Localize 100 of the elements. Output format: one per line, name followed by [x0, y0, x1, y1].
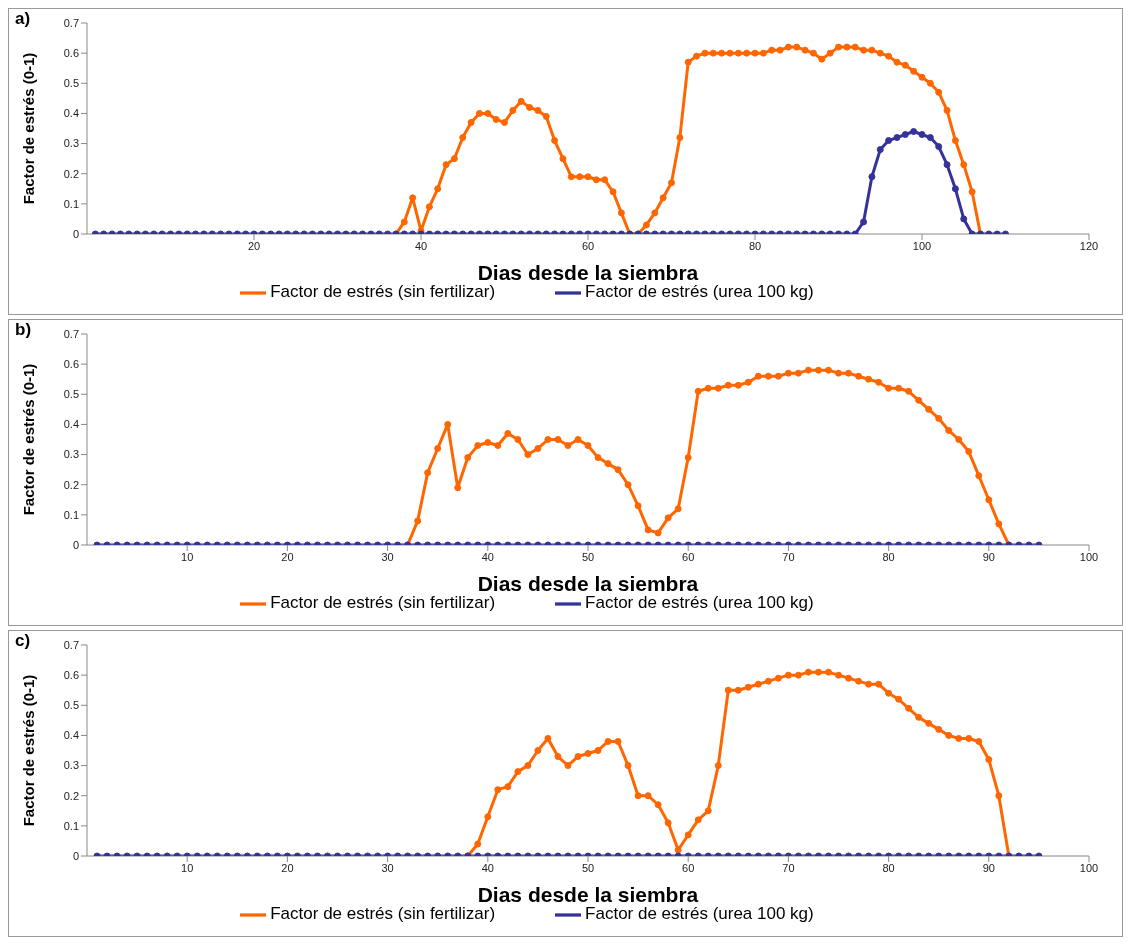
y-tick-label: 0.2	[63, 167, 79, 180]
point	[945, 731, 953, 739]
x-tick-label: 120	[1079, 239, 1099, 252]
point	[514, 768, 522, 776]
y-tick-label: 0.6	[63, 47, 79, 60]
y-tick-label: 0.7	[63, 638, 79, 651]
chart-title: a)	[15, 9, 31, 29]
point	[835, 671, 842, 679]
point	[674, 846, 682, 854]
y-tick-label: 0.5	[63, 388, 79, 401]
legend-label: Factor de estrés (sin fertilizar)	[270, 282, 496, 302]
x-axis-title: Dias desde la siembra	[477, 572, 699, 595]
point	[905, 704, 913, 712]
point	[624, 762, 632, 770]
y-tick-label: 0.5	[63, 77, 79, 90]
x-tick-label: 80	[882, 550, 895, 563]
point	[915, 713, 923, 721]
legend-label: Factor de estrés (urea 100 kg)	[585, 282, 814, 302]
x-tick-label: 60	[581, 239, 595, 252]
y-axis-title: Factor de estrés (0-1)	[20, 52, 38, 205]
point	[494, 786, 502, 794]
point	[734, 686, 742, 694]
point	[965, 734, 973, 742]
point	[574, 753, 582, 761]
point	[604, 737, 612, 745]
x-tick-label: 20	[281, 861, 294, 874]
x-axis-title: Dias desde la siembra	[477, 261, 699, 284]
y-tick-label: 0.2	[63, 478, 79, 491]
point	[614, 737, 622, 745]
point	[664, 819, 672, 827]
legend-label: Factor de estrés (sin fertilizar)	[270, 904, 496, 924]
y-tick-label: 0.1	[63, 819, 79, 832]
point	[704, 807, 712, 815]
point	[584, 750, 592, 758]
point	[814, 668, 822, 676]
point	[865, 680, 873, 688]
x-tick-label: 10	[181, 550, 194, 563]
y-tick-label: 0	[72, 227, 79, 240]
point	[855, 677, 863, 685]
point	[474, 840, 482, 848]
x-tick-label: 100	[1079, 861, 1099, 874]
y-tick-label: 0.5	[63, 699, 79, 712]
point	[554, 753, 562, 761]
x-tick-label: 80	[748, 239, 762, 252]
point	[564, 762, 572, 770]
point	[784, 671, 792, 679]
y-tick-label: 0	[72, 849, 79, 862]
point	[684, 831, 692, 839]
y-tick-label: 0.1	[63, 508, 79, 521]
y-tick-label: 0.4	[63, 418, 79, 431]
point	[845, 674, 853, 682]
y-tick-label: 0.7	[63, 16, 79, 29]
x-tick-label: 70	[782, 550, 795, 563]
x-tick-label: 30	[381, 861, 394, 874]
x-axis-title: Dias desde la siembra	[477, 883, 699, 906]
y-tick-label: 0.3	[63, 448, 79, 461]
point	[754, 680, 762, 688]
chart-title: c)	[15, 631, 31, 651]
x-tick-label: 100	[912, 239, 932, 252]
point	[644, 792, 652, 800]
x-tick-label: 10	[181, 861, 194, 874]
y-tick-label: 0.3	[63, 759, 79, 772]
y-axis-title: Factor de estrés (0-1)	[20, 363, 38, 516]
y-tick-label: 0.4	[63, 729, 79, 742]
point	[824, 668, 832, 676]
y-tick-label: 0.4	[63, 107, 79, 120]
point	[985, 756, 993, 764]
legend-label: Factor de estrés (sin fertilizar)	[270, 593, 496, 613]
x-tick-label: 50	[581, 550, 595, 563]
point	[895, 695, 903, 703]
x-tick-label: 80	[882, 861, 895, 874]
point	[594, 747, 602, 754]
point	[524, 762, 532, 770]
x-tick-label: 20	[247, 239, 261, 252]
legend-label: Factor de estrés (urea 100 kg)	[585, 593, 814, 613]
point	[654, 801, 662, 809]
point	[794, 671, 802, 679]
y-tick-label: 0	[72, 538, 79, 551]
y-tick-label: 0.6	[63, 358, 79, 371]
x-tick-label: 40	[481, 550, 494, 563]
x-tick-label: 70	[782, 861, 795, 874]
x-tick-label: 30	[381, 550, 394, 563]
x-tick-label: 50	[581, 861, 595, 874]
point	[764, 677, 772, 685]
x-tick-label: 40	[414, 239, 428, 252]
x-tick-label: 100	[1079, 550, 1099, 563]
point	[804, 668, 812, 676]
point	[885, 689, 893, 697]
point	[955, 734, 963, 742]
y-tick-label: 0.3	[63, 137, 79, 150]
point	[774, 674, 782, 682]
x-tick-label: 20	[281, 550, 294, 563]
y-tick-label: 0.2	[63, 789, 79, 802]
point	[925, 719, 933, 727]
y-tick-label: 0.7	[63, 327, 79, 340]
x-tick-label: 90	[982, 550, 995, 563]
point	[975, 737, 983, 745]
y-tick-label: 0.6	[63, 669, 79, 682]
x-tick-label: 90	[982, 861, 995, 874]
point	[544, 734, 552, 742]
